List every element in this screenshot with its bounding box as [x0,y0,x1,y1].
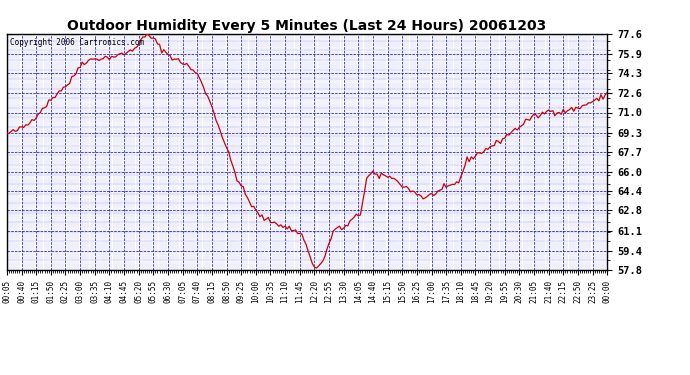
Title: Outdoor Humidity Every 5 Minutes (Last 24 Hours) 20061203: Outdoor Humidity Every 5 Minutes (Last 2… [68,19,546,33]
Text: Copyright 2006 Cartronics.com: Copyright 2006 Cartronics.com [10,39,144,48]
